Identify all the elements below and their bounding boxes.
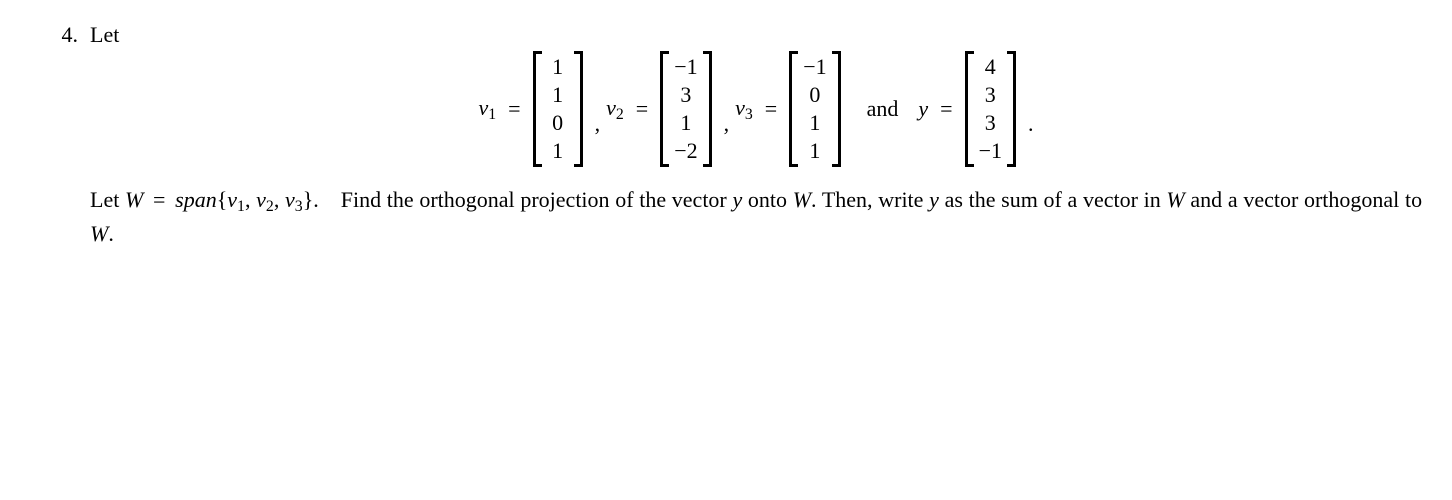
y-entry-1: 3 bbox=[979, 81, 1001, 109]
intro-word: Let bbox=[90, 20, 1422, 51]
right-bracket-icon bbox=[574, 51, 583, 168]
v3-entry-3: 1 bbox=[804, 137, 826, 165]
equals-sign: = bbox=[508, 94, 520, 125]
v1-subscript: 1 bbox=[488, 106, 496, 123]
span-v3-sub: 3 bbox=[295, 198, 303, 215]
y-var: y bbox=[732, 187, 742, 212]
span-v2-sub: 2 bbox=[266, 198, 274, 215]
W-var: W bbox=[1166, 187, 1184, 212]
span-v1: v bbox=[227, 187, 237, 212]
text-let: Let bbox=[90, 187, 119, 212]
y-entries: 4 3 3 −1 bbox=[974, 51, 1007, 168]
v1-label: v1 bbox=[478, 93, 496, 126]
y-assignment: y = 4 3 3 −1 bbox=[918, 51, 1016, 168]
y-label: y bbox=[918, 94, 928, 125]
comma: , bbox=[595, 109, 601, 168]
v2-entry-2: 1 bbox=[675, 109, 697, 137]
right-bracket-icon bbox=[832, 51, 841, 168]
v1-assignment: v1 = 1 1 0 1 bbox=[478, 51, 582, 168]
comma: , bbox=[245, 187, 251, 212]
left-bracket-icon bbox=[789, 51, 798, 168]
period: . bbox=[1028, 109, 1034, 168]
v2-entries: −1 3 1 −2 bbox=[669, 51, 702, 168]
v1-letter: v bbox=[478, 95, 488, 120]
equals-sign: = bbox=[153, 187, 165, 212]
v1-entry-1: 1 bbox=[547, 81, 569, 109]
v2-entry-0: −1 bbox=[674, 53, 697, 81]
y-var: y bbox=[929, 187, 939, 212]
v2-subscript: 2 bbox=[616, 106, 624, 123]
v3-entry-2: 1 bbox=[804, 109, 826, 137]
v2-entry-1: 3 bbox=[675, 81, 697, 109]
text-as-sum: as the sum of a vector in bbox=[945, 187, 1161, 212]
equals-sign: = bbox=[765, 94, 777, 125]
W-var: W bbox=[125, 187, 143, 212]
y-entry-3: −1 bbox=[979, 137, 1002, 165]
v1-entry-3: 1 bbox=[547, 137, 569, 165]
W-var: W bbox=[793, 187, 811, 212]
y-entry-0: 4 bbox=[979, 53, 1001, 81]
y-vector: 4 3 3 −1 bbox=[965, 51, 1016, 168]
v3-letter: v bbox=[735, 95, 745, 120]
span-word: span bbox=[175, 187, 217, 212]
text-and-vector: and a vector orthogonal to bbox=[1190, 187, 1422, 212]
v3-assignment: v3 = −1 0 1 1 bbox=[735, 51, 841, 168]
v1-entry-0: 1 bbox=[547, 53, 569, 81]
span-v2: v bbox=[256, 187, 266, 212]
text-then-write: Then, write bbox=[822, 187, 924, 212]
problem-body: Let v1 = 1 1 0 1 , bbox=[90, 20, 1422, 249]
equals-sign: = bbox=[940, 94, 952, 125]
v3-vector: −1 0 1 1 bbox=[789, 51, 840, 168]
v3-label: v3 bbox=[735, 93, 753, 126]
vector-definitions: v1 = 1 1 0 1 , v2 bbox=[90, 51, 1422, 168]
open-brace: { bbox=[217, 187, 228, 212]
left-bracket-icon bbox=[533, 51, 542, 168]
period: . bbox=[811, 187, 817, 212]
right-bracket-icon bbox=[1007, 51, 1016, 168]
v1-vector: 1 1 0 1 bbox=[533, 51, 583, 168]
text-mid1: . Find the orthogonal projection of the … bbox=[313, 187, 727, 212]
and-word: and bbox=[867, 94, 899, 125]
left-bracket-icon bbox=[660, 51, 669, 168]
v1-entry-2: 0 bbox=[547, 109, 569, 137]
v3-entries: −1 0 1 1 bbox=[798, 51, 831, 168]
equals-sign: = bbox=[636, 94, 648, 125]
span-v1-sub: 1 bbox=[237, 198, 245, 215]
right-bracket-icon bbox=[703, 51, 712, 168]
period: . bbox=[108, 221, 114, 246]
problem-4: 4. Let v1 = 1 1 0 1 bbox=[30, 20, 1422, 249]
v1-entries: 1 1 0 1 bbox=[542, 51, 574, 168]
text-onto: onto bbox=[748, 187, 787, 212]
comma: , bbox=[724, 109, 730, 168]
v3-entry-1: 0 bbox=[804, 81, 826, 109]
span-v3: v bbox=[285, 187, 295, 212]
v3-subscript: 3 bbox=[745, 106, 753, 123]
close-brace: } bbox=[303, 187, 314, 212]
v3-entry-0: −1 bbox=[803, 53, 826, 81]
y-entry-2: 3 bbox=[979, 109, 1001, 137]
v2-assignment: v2 = −1 3 1 −2 bbox=[606, 51, 712, 168]
v2-vector: −1 3 1 −2 bbox=[660, 51, 711, 168]
left-bracket-icon bbox=[965, 51, 974, 168]
W-var: W bbox=[90, 221, 108, 246]
v2-label: v2 bbox=[606, 93, 624, 126]
problem-statement: Let W = span{v1, v2, v3}. Find the ortho… bbox=[90, 185, 1422, 249]
comma: , bbox=[274, 187, 280, 212]
problem-number: 4. bbox=[30, 20, 90, 51]
v2-letter: v bbox=[606, 95, 616, 120]
v2-entry-3: −2 bbox=[674, 137, 697, 165]
